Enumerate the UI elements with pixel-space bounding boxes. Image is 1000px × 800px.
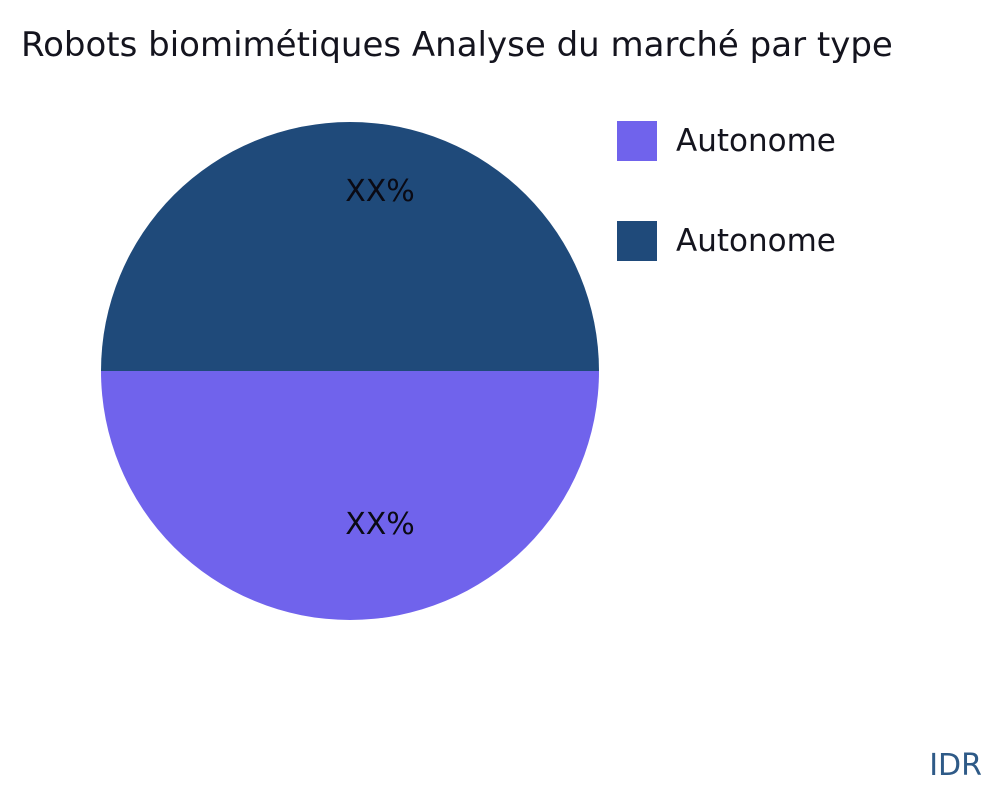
pie-slice-value-label-bottom: XX% bbox=[345, 507, 415, 542]
legend: Autonome Autonome bbox=[617, 121, 836, 261]
pie-slice-bottom bbox=[101, 371, 599, 620]
legend-item: Autonome bbox=[617, 221, 836, 261]
chart-title: Robots biomimétiques Analyse du marché p… bbox=[21, 25, 893, 65]
brand-watermark: IDR bbox=[929, 748, 982, 783]
legend-item: Autonome bbox=[617, 121, 836, 161]
legend-label: Autonome bbox=[676, 222, 836, 259]
legend-swatch-icon bbox=[617, 121, 657, 161]
pie-chart bbox=[101, 122, 599, 620]
pie-slice-top bbox=[101, 122, 599, 371]
legend-label: Autonome bbox=[676, 122, 836, 159]
legend-swatch-icon bbox=[617, 221, 657, 261]
pie-slice-value-label-top: XX% bbox=[345, 174, 415, 209]
